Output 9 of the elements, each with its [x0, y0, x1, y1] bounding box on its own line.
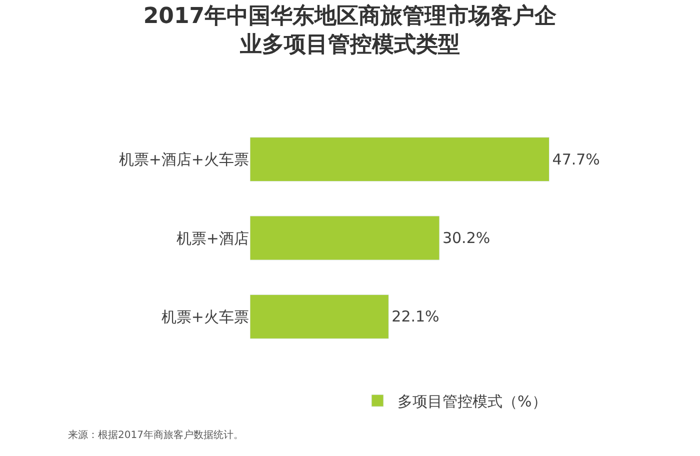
- y-tick-label: 机票+酒店+火车票: [118, 150, 249, 169]
- data-label: 22.1%: [392, 308, 440, 326]
- source-note: 来源：根据2017年商旅客户数据统计。: [68, 429, 244, 441]
- y-tick-label: 机票+酒店: [176, 229, 249, 248]
- legend-label: 多项目管控模式（%）: [398, 392, 547, 410]
- data-label: 47.7%: [552, 150, 600, 168]
- data-label: 30.2%: [442, 229, 490, 247]
- y-tick-label: 机票+火车票: [161, 308, 249, 326]
- chart-title: 2017年中国华东地区商旅管理市场客户企业多项目管控模式类型: [143, 2, 558, 58]
